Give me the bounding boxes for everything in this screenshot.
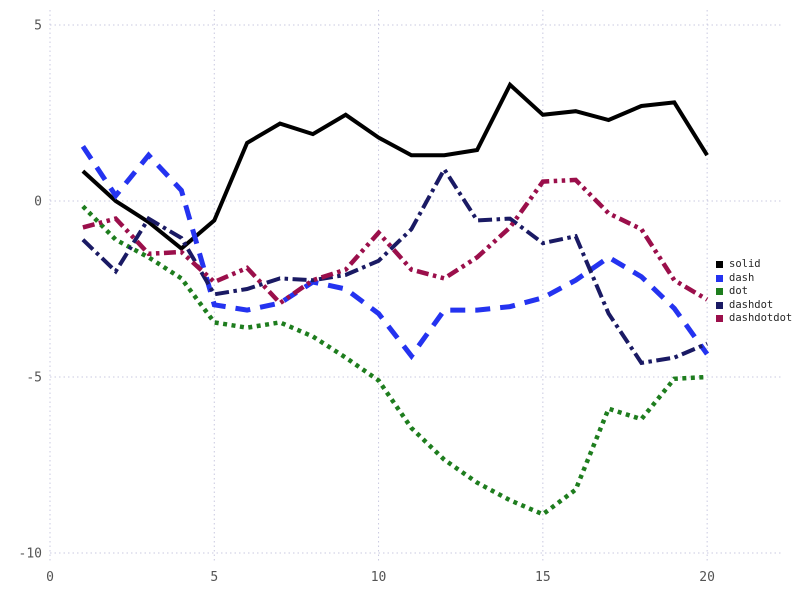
legend-label: dash (729, 271, 755, 284)
series-dashdotdot (82, 177, 709, 307)
legend-label: dot (729, 285, 748, 297)
legend-swatch-icon (716, 261, 723, 269)
legend-item-dashdotdot: dashdotdot (716, 312, 792, 326)
tick-label: 5 (210, 570, 218, 585)
legend-item-solid: solid (716, 258, 792, 272)
legend-label: solid (729, 258, 761, 270)
chart-legend: solid dash dot dashdot dashdotdot (716, 258, 792, 326)
tick-label: 0 (34, 195, 42, 210)
legend-swatch-icon (716, 301, 723, 309)
tick-labels-layer: 0 5 10 15 20 -10 -5 0 5 (19, 19, 715, 586)
legend-item-dashdot: dashdot (716, 299, 792, 313)
legend-swatch-icon (716, 288, 723, 296)
series-dot (81, 204, 708, 517)
legend-label: dashdot (729, 298, 774, 311)
legend-swatch-icon (716, 274, 723, 282)
tick-label: 15 (535, 570, 551, 585)
legend-label: dashdotdot (729, 312, 793, 324)
series-dashdot (81, 165, 708, 366)
series-dash (80, 145, 710, 361)
series-solid (81, 81, 709, 252)
tick-label: 5 (34, 19, 42, 34)
tick-label: -5 (26, 371, 42, 386)
tick-label: 20 (699, 570, 715, 585)
legend-item-dot: dot (716, 285, 792, 299)
tick-label: 0 (46, 570, 54, 585)
tick-label: 10 (371, 570, 387, 585)
legend-item-dash: dash (716, 272, 792, 286)
grid-layer (49, 10, 783, 563)
legend-swatch-icon (716, 315, 723, 323)
tick-label: -10 (19, 547, 42, 562)
series-layer (80, 81, 710, 517)
